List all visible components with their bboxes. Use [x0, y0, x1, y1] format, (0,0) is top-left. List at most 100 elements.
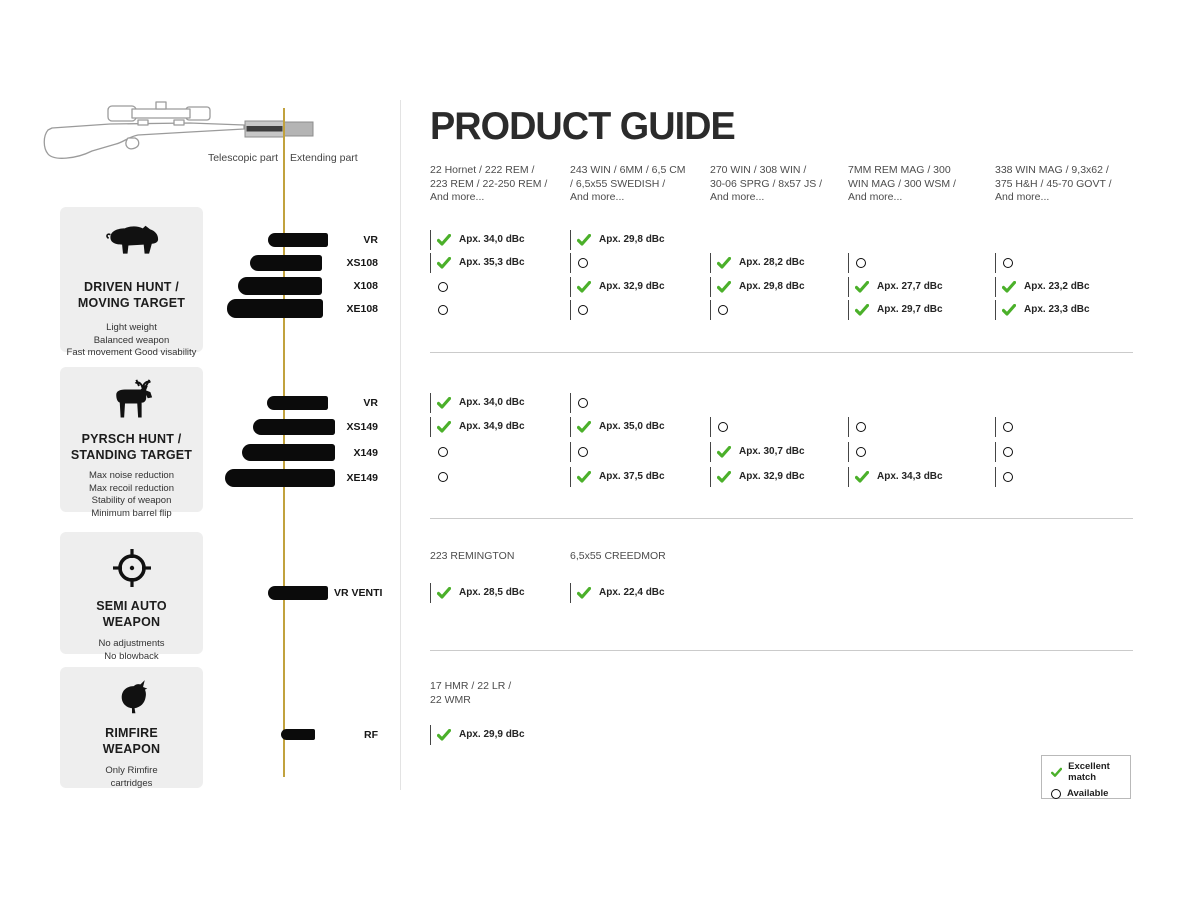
- match-cell: Apx. 35,3 dBc: [430, 252, 560, 274]
- card-description: Only Rimfire cartridges: [105, 765, 158, 789]
- model-label: XE149: [346, 472, 378, 484]
- card-description: No adjustments No blowback: [98, 638, 165, 662]
- circle-icon: [578, 398, 588, 408]
- model-label: VR: [363, 397, 378, 409]
- cell-divider: [995, 467, 996, 487]
- circle-icon: [578, 258, 588, 268]
- model-bar: [281, 729, 315, 740]
- circle-icon: [1003, 258, 1013, 268]
- cell-divider: [710, 253, 711, 273]
- cell-divider: [710, 442, 711, 462]
- circle-icon: [578, 305, 588, 315]
- match-cell: Apx. 28,2 dBc: [710, 252, 840, 274]
- model-bar: [267, 396, 328, 410]
- match-cell: [995, 466, 1125, 488]
- check-icon: [576, 470, 592, 483]
- check-icon: [1001, 303, 1017, 316]
- match-value: Apx. 35,3 dBc: [459, 257, 525, 268]
- cell-divider: [848, 467, 849, 487]
- moose-icon: [115, 379, 152, 418]
- cell-divider: [430, 393, 431, 413]
- cell-divider: [848, 253, 849, 273]
- match-value: Apx. 32,9 dBc: [739, 471, 805, 482]
- cell-divider: [710, 277, 711, 297]
- caliber-group-header: 22 Hornet / 222 REM / 223 REM / 22-250 R…: [430, 164, 548, 203]
- card-driven-hunt: DRIVEN HUNT / MOVING TARGET Light weight…: [60, 207, 203, 358]
- match-value: Apx. 28,2 dBc: [739, 257, 805, 268]
- model-bar: [227, 299, 323, 318]
- cell-divider: [710, 417, 711, 437]
- match-value: Apx. 34,0 dBc: [459, 234, 525, 245]
- match-cell: [430, 299, 560, 321]
- model-label: RF: [364, 728, 378, 741]
- caliber-group-header: 270 WIN / 308 WIN / 30-06 SPRG / 8x57 JS…: [710, 164, 823, 203]
- match-cell: Apx. 22,4 dBc: [570, 582, 700, 604]
- card-pyrsch-hunt: PYRSCH HUNT / STANDING TARGET Max noise …: [60, 367, 203, 519]
- match-cell: Apx. 30,7 dBc: [710, 441, 840, 463]
- match-value: Apx. 23,3 dBc: [1024, 304, 1090, 315]
- check-icon: [716, 256, 732, 269]
- model-label: VR VENTI: [334, 587, 383, 599]
- match-cell: Apx. 34,3 dBc: [848, 466, 978, 488]
- match-cell: [430, 441, 560, 463]
- match-value: Apx. 35,0 dBc: [599, 421, 665, 432]
- cell-divider: [570, 300, 571, 320]
- cell-divider: [570, 230, 571, 250]
- circle-icon: [856, 422, 866, 432]
- check-icon: [576, 420, 592, 433]
- cell-divider: [570, 277, 571, 297]
- cell-divider: [995, 417, 996, 437]
- model-label: XE108: [346, 302, 378, 315]
- model-label: X108: [353, 280, 378, 292]
- row-separator: [430, 352, 1133, 353]
- cell-divider: [848, 442, 849, 462]
- legend-excellent-label: Excellent match: [1068, 761, 1110, 783]
- match-cell: [570, 392, 700, 414]
- model-bar: [253, 419, 335, 435]
- page-title: PRODUCT GUIDE: [430, 105, 736, 148]
- legend-excellent: Excellent match: [1051, 761, 1130, 783]
- check-icon: [436, 233, 452, 246]
- check-icon: [576, 586, 592, 599]
- card-description: Max noise reduction Max recoil reduction…: [88, 470, 175, 519]
- match-cell: Apx. 34,9 dBc: [430, 416, 560, 438]
- row-separator: [430, 518, 1133, 519]
- suppressor-illustration: [244, 120, 314, 138]
- circle-icon: [438, 282, 448, 292]
- card-title: DRIVEN HUNT / MOVING TARGET: [77, 280, 186, 310]
- model-label: VR: [363, 234, 378, 246]
- match-cell: [570, 441, 700, 463]
- match-value: Apx. 23,2 dBc: [1024, 281, 1090, 292]
- match-cell: [430, 276, 560, 298]
- match-cell: [430, 466, 560, 488]
- match-cell: Apx. 29,8 dBc: [710, 276, 840, 298]
- rifle-illustration: [43, 101, 314, 159]
- card-title: SEMI AUTO WEAPON: [96, 599, 167, 629]
- match-cell: [710, 416, 840, 438]
- cell-divider: [848, 300, 849, 320]
- match-cell: [995, 441, 1125, 463]
- cell-divider: [430, 253, 431, 273]
- match-cell: [848, 252, 978, 274]
- crosshair-icon: [112, 549, 151, 587]
- match-value: Apx. 28,5 dBc: [459, 587, 525, 598]
- cell-divider: [570, 253, 571, 273]
- cell-divider: [995, 277, 996, 297]
- check-icon: [1001, 280, 1017, 293]
- circle-icon: [718, 422, 728, 432]
- match-cell: [995, 416, 1125, 438]
- match-cell: [570, 299, 700, 321]
- cell-divider: [570, 467, 571, 487]
- check-icon: [854, 470, 870, 483]
- model-bar: [242, 444, 335, 461]
- cell-divider: [570, 583, 571, 603]
- model-bar: [250, 255, 322, 271]
- check-icon: [716, 445, 732, 458]
- card-title: PYRSCH HUNT / STANDING TARGET: [70, 432, 193, 462]
- card-rimfire: RIMFIRE WEAPON Only Rimfire cartridges: [60, 667, 203, 789]
- match-value: Apx. 29,8 dBc: [739, 281, 805, 292]
- cell-divider: [848, 417, 849, 437]
- match-value: Apx. 29,8 dBc: [599, 234, 665, 245]
- match-value: Apx. 30,7 dBc: [739, 446, 805, 457]
- check-icon: [716, 280, 732, 293]
